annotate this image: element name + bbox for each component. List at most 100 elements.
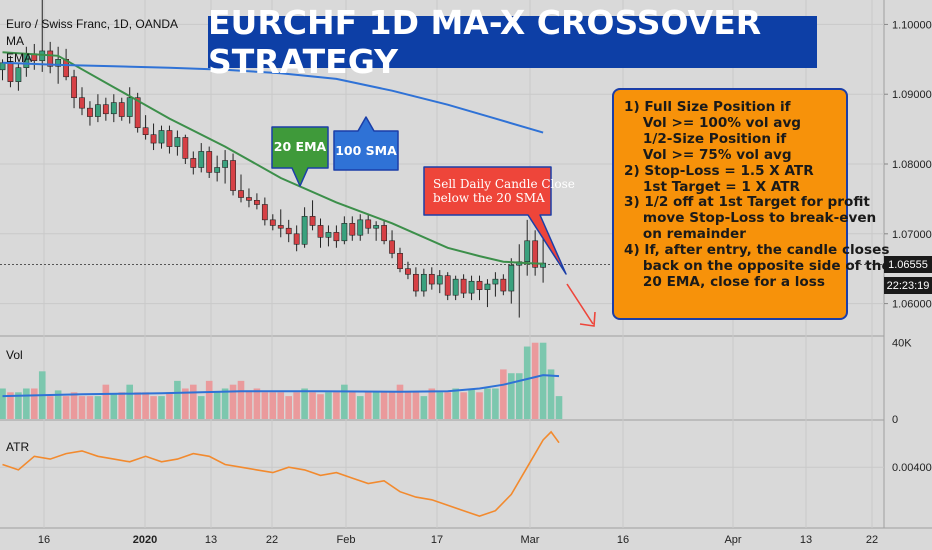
candle-body	[238, 190, 244, 198]
candle-body	[198, 151, 205, 168]
candle-body	[436, 275, 443, 285]
candle-body	[7, 62, 14, 82]
volume-bar	[309, 392, 316, 419]
candle-body	[269, 219, 276, 226]
volume-bar	[364, 392, 372, 419]
candle-body	[222, 160, 228, 168]
strategy-notes: 1) Full Size Position if Vol >= 100% vol…	[612, 88, 891, 320]
volume-bar	[7, 392, 14, 419]
candle-body	[301, 216, 308, 245]
candle-body	[484, 283, 491, 290]
candle-body	[214, 167, 221, 173]
annotations: 20 EMA 100 SMA Sell Daily Candle Closebelo…	[271, 116, 596, 327]
candle-body	[277, 225, 284, 229]
price-tick-label: 1.09000	[892, 89, 932, 101]
volume-bar	[46, 396, 54, 419]
note-line: 1/2-Size Position if	[624, 130, 787, 147]
candle-body	[47, 50, 54, 67]
volume-bar	[484, 388, 491, 419]
candle-body	[182, 137, 189, 159]
volume-bar	[221, 388, 229, 419]
candle-body	[158, 130, 165, 144]
volume-bar	[317, 394, 324, 419]
volume-bar	[166, 392, 173, 419]
volume-bar	[142, 392, 149, 419]
volume-bar	[500, 369, 507, 419]
candle-body	[190, 158, 197, 168]
volume-bar	[452, 388, 459, 419]
candle-body	[468, 280, 475, 294]
candle-body	[397, 253, 403, 269]
note-line: on remainder	[624, 226, 746, 243]
volume-bar	[0, 388, 6, 419]
candle-body	[373, 225, 380, 229]
candle-body	[309, 216, 316, 226]
candle-body	[389, 240, 395, 254]
volume-bar	[420, 396, 428, 419]
volume-bar	[436, 392, 444, 419]
volume-bar	[404, 392, 412, 419]
note-line: 1st Target = 1 X ATR	[624, 178, 801, 195]
volume-bar	[174, 380, 181, 419]
volume-bar	[285, 396, 292, 419]
axes: 1.10000 1.09000 1.08000 1.07000 1.06000 40K 0 0…	[38, 19, 932, 546]
candle-body	[134, 97, 141, 129]
sma100-callout-label: 100 SMA	[335, 143, 397, 158]
time-tick-label: 13	[800, 534, 812, 546]
volume-bar	[261, 392, 269, 419]
candle-body	[206, 151, 213, 173]
ema20-callout-label: 20 EMA	[274, 139, 327, 154]
candle-body	[79, 97, 85, 109]
candle-body	[476, 280, 483, 290]
atr-label: ATR	[6, 440, 29, 454]
time-tick-label: 22	[266, 534, 278, 546]
volume-bar	[158, 396, 165, 419]
volume-label: Vol	[6, 348, 23, 362]
volume-bar	[134, 392, 141, 419]
atr-line	[2, 430, 560, 517]
candle-body	[412, 273, 419, 292]
volume-bar	[94, 396, 102, 419]
candle-body	[118, 102, 125, 117]
candle-body	[532, 240, 539, 268]
ma-legend: MA	[6, 34, 24, 48]
volume-bar	[78, 396, 86, 419]
price-tick-label: 1.10000	[892, 19, 932, 31]
volume-bar	[277, 392, 285, 419]
down-arrow-head	[579, 311, 596, 327]
time-tick-label: 17	[431, 534, 443, 546]
note-line: 4) If, after entry, the candle closes	[624, 242, 890, 259]
candle-body	[126, 97, 133, 117]
volume-bar	[523, 346, 531, 419]
volume-bar	[372, 392, 380, 419]
countdown-tag: 22:23:19	[884, 277, 932, 294]
candle-body	[102, 104, 109, 115]
note-line: Vol >= 100% vol avg	[624, 114, 802, 131]
time-tick-label: 22	[866, 534, 878, 546]
candle-body	[142, 127, 149, 135]
candle-body	[420, 273, 427, 292]
time-tick-label: 16	[617, 534, 629, 546]
volume-bar	[86, 396, 94, 419]
time-tick-label: 2020	[133, 534, 157, 546]
volume-tick-label: 0	[892, 414, 898, 426]
volume-bar	[269, 392, 277, 419]
volume-bar	[118, 392, 126, 419]
volume-bar	[428, 388, 436, 419]
atr-panel: ATR	[2, 430, 560, 517]
volume-bar	[515, 373, 523, 419]
down-arrow-shaft	[566, 283, 594, 325]
candle-body	[285, 227, 292, 235]
price-tick-label: 1.07000	[892, 229, 932, 241]
volume-bar	[293, 392, 300, 419]
symbol-label: Euro / Swiss Franc, 1D, OANDA	[6, 17, 179, 31]
candle-body	[460, 278, 467, 294]
candle-body	[428, 273, 435, 285]
volume-bar	[205, 380, 213, 419]
candle-body	[333, 232, 340, 242]
volume-average-line	[2, 374, 560, 398]
volume-bar	[102, 384, 110, 419]
volume-bar	[341, 384, 348, 419]
candle-body	[174, 137, 181, 147]
candle-body	[293, 233, 300, 245]
